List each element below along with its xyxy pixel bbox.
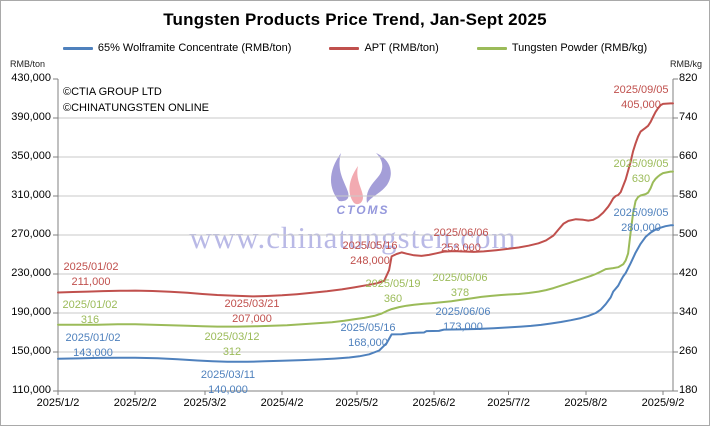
- x-axis-tick-label: 2025/1/2: [36, 397, 80, 409]
- annotation-apt: 2025/09/05 405,000: [613, 83, 668, 112]
- right-axis-tick-label: 740: [679, 111, 698, 123]
- annotation-value: 630: [631, 172, 651, 185]
- annotation-value: 405,000: [621, 98, 661, 111]
- annotation-value: 253,000: [441, 241, 481, 254]
- legend-item-powder: Tungsten Powder (RMB/kg): [476, 42, 648, 54]
- copyright-line-2: ©CHINATUNGSTEN ONLINE: [63, 102, 210, 114]
- annotation-value: 378: [450, 286, 470, 299]
- right-axis-tick-label: 660: [679, 150, 698, 162]
- left-axis-unit: RMB/ton: [10, 59, 46, 69]
- ctoms-logo-text: CTOMS: [336, 203, 389, 217]
- annotation-wolframite: 2025/03/11 140,000: [201, 368, 255, 397]
- annotation-value: 360: [383, 292, 403, 305]
- annotation-powder: 2025/01/02 316: [62, 298, 117, 327]
- left-axis-tick-label: 110,000: [12, 384, 51, 396]
- x-axis-tick-label: 2025/8/2: [564, 397, 608, 409]
- annotation-date: 2025/01/02: [65, 332, 121, 344]
- chart-title: Tungsten Products Price Trend, Jan-Sept …: [163, 10, 547, 29]
- annotation-date: 2025/09/05: [613, 158, 669, 170]
- right-axis-tick-label: 580: [679, 189, 698, 201]
- legend-item-apt: APT (RMB/ton): [329, 42, 439, 54]
- annotation-apt: 2025/01/02 211,000: [63, 260, 118, 289]
- legend-label: Tungsten Powder (RMB/kg): [511, 42, 648, 54]
- ctoms-logo-icon: CTOMS: [330, 153, 391, 217]
- series-line-apt: [57, 102, 674, 298]
- left-axis-tick-label: 190,000: [11, 306, 51, 318]
- right-axis-unit: RMB/kg: [669, 59, 702, 69]
- annotation-apt: 2025/06/06 253,000: [433, 226, 488, 255]
- annotation-powder: 2025/09/05 630: [613, 157, 668, 186]
- x-axis-tick-label: 2025/6/2: [412, 397, 456, 409]
- x-axis-tick-label: 2025/7/2: [487, 397, 531, 409]
- annotation-wolframite: 2025/01/02 143,000: [65, 331, 120, 360]
- x-axis-tick-label: 2025/9/2: [641, 397, 685, 409]
- annotation-date: 2025/01/02: [63, 261, 119, 273]
- x-axis-tick-label: 2025/2/2: [113, 397, 157, 409]
- annotation-date: 2025/03/21: [224, 298, 280, 310]
- legend-line-swatch-icon: [476, 46, 507, 50]
- annotation-value: 140,000: [208, 383, 248, 396]
- annotation-date: 2025/09/05: [613, 84, 669, 96]
- annotation-value: 312: [222, 345, 242, 358]
- annotation-date: 2025/03/11: [200, 369, 256, 381]
- series-line-powder: [57, 170, 674, 328]
- annotation-date: 2025/05/16: [342, 240, 398, 252]
- annotation-apt: 2025/05/16 248,000: [342, 239, 397, 268]
- annotation-powder: 2025/06/06 378: [432, 271, 487, 300]
- legend-item-wolframite: 65% Wolframite Concentrate (RMB/ton): [62, 42, 292, 54]
- annotation-wolframite: 2025/09/05 280,000: [613, 206, 668, 235]
- annotation-date: 2025/03/12: [204, 331, 260, 343]
- annotation-wolframite: 2025/06/06 173,000: [435, 305, 490, 334]
- annotation-date: 2025/06/06: [435, 306, 491, 318]
- right-axis-tick-label: 820: [679, 72, 698, 84]
- right-axis-tick-label: 180: [679, 384, 698, 396]
- annotation-value: 316: [80, 313, 100, 326]
- legend: 65% Wolframite Concentrate (RMB/ton) APT …: [1, 42, 709, 54]
- annotation-date: 2025/05/19: [365, 278, 421, 290]
- left-axis-tick-label: 150,000: [11, 345, 51, 357]
- series-line-wolframite: [57, 224, 674, 363]
- x-axis-tick-label: 2025/5/2: [335, 397, 379, 409]
- left-axis-tick-label: 350,000: [11, 150, 51, 162]
- annotation-value: 280,000: [621, 221, 661, 234]
- watermark-url: www.chinatungsten.com: [189, 220, 517, 255]
- right-axis-tick-label: 340: [679, 306, 698, 318]
- annotation-date: 2025/06/06: [433, 227, 489, 239]
- right-axis-tick-label: 500: [679, 228, 698, 240]
- left-axis-tick-label: 430,000: [11, 72, 51, 84]
- annotation-date: 2025/01/02: [62, 299, 118, 311]
- legend-label: APT (RMB/ton): [364, 42, 439, 54]
- annotation-date: 2025/09/05: [613, 207, 669, 219]
- annotation-value: 173,000: [443, 320, 483, 333]
- annotation-powder: 2025/03/12 312: [204, 330, 259, 359]
- right-axis-tick-label: 260: [679, 345, 698, 357]
- left-axis-tick-label: 270,000: [11, 228, 51, 240]
- annotation-apt: 2025/03/21 207,000: [224, 297, 279, 326]
- left-axis-tick-label: 310,000: [11, 189, 51, 201]
- annotation-date: 2025/05/16: [340, 322, 396, 334]
- copyright-line-1: ©CTIA GROUP LTD: [63, 86, 162, 98]
- annotation-value: 211,000: [71, 275, 111, 288]
- legend-label: 65% Wolframite Concentrate (RMB/ton): [97, 42, 292, 54]
- annotation-value: 168,000: [348, 336, 388, 349]
- annotation-wolframite: 2025/05/16 168,000: [340, 321, 395, 350]
- legend-line-swatch-icon: [62, 46, 93, 50]
- annotation-value: 207,000: [232, 312, 272, 325]
- x-axis-tick-label: 2025/3/2: [183, 397, 227, 409]
- legend-line-swatch-icon: [329, 46, 360, 50]
- annotation-powder: 2025/05/19 360: [365, 277, 420, 306]
- annotation-value: 248,000: [350, 254, 390, 267]
- x-axis-tick-label: 2025/4/2: [260, 397, 304, 409]
- annotation-date: 2025/06/06: [432, 272, 488, 284]
- right-axis-tick-label: 420: [679, 267, 698, 279]
- copyright-block: ©CTIA GROUP LTD ©CHINATUNGSTEN ONLINE: [63, 84, 209, 116]
- left-axis-tick-label: 390,000: [11, 111, 51, 123]
- annotation-value: 143,000: [73, 346, 113, 359]
- left-axis-tick-label: 230,000: [11, 267, 51, 279]
